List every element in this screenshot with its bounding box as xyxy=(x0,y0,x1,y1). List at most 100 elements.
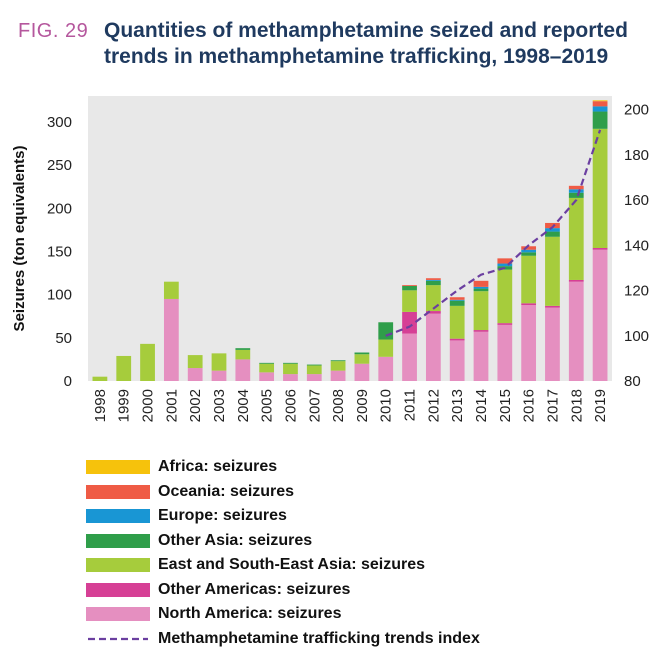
bar-segment-north-america-2012 xyxy=(425,313,441,381)
bar-segment-other-asia-2005 xyxy=(259,362,275,364)
x-tick-label: 2005 xyxy=(259,389,276,422)
bar-segment-north-america-2014 xyxy=(473,331,489,381)
bar-segment-east-and-south-east-asia-2004 xyxy=(235,349,251,360)
y2-tick-label: 80 xyxy=(624,373,641,390)
bar-segment-europe-2013 xyxy=(449,299,465,301)
y-tick-label: 50 xyxy=(55,330,72,347)
bar-segment-other-asia-2008 xyxy=(330,360,346,362)
bar-segment-east-and-south-east-asia-2015 xyxy=(497,269,513,324)
legend-swatch-east-south-east-asia xyxy=(86,558,150,573)
legend-item-east-south-east-asia: East and South-East Asia: seizures xyxy=(86,553,480,578)
x-tick-label: 2006 xyxy=(282,389,299,422)
bar-segment-north-america-2011 xyxy=(402,333,417,381)
bar-segment-europe-2014 xyxy=(473,286,489,289)
bar-segment-east-and-south-east-asia-2008 xyxy=(330,361,346,371)
bar-segment-east-and-south-east-asia-2019 xyxy=(592,128,608,248)
bar-segment-east-and-south-east-asia-2012 xyxy=(425,285,441,312)
bar-segment-east-and-south-east-asia-2018 xyxy=(568,197,584,280)
x-tick-label: 2001 xyxy=(163,389,180,422)
x-tick-label: 2007 xyxy=(306,389,323,422)
bar-segment-north-america-2009 xyxy=(354,363,370,381)
x-tick-label: 2011 xyxy=(402,389,419,421)
bar-segment-north-america-2006 xyxy=(283,374,298,381)
bar-segment-oceania-2012 xyxy=(425,278,441,280)
bar-segment-other-americas-2014 xyxy=(473,330,489,332)
bar-segment-oceania-2018 xyxy=(568,185,584,190)
y2-tick-label: 120 xyxy=(624,283,649,300)
legend-label-europe: Europe: seizures xyxy=(158,507,287,525)
y-tick-label: 150 xyxy=(47,243,72,260)
bar-segment-oceania-2017 xyxy=(545,222,560,229)
bar-segment-other-asia-2016 xyxy=(521,252,537,256)
bar-segment-other-asia-2011 xyxy=(402,286,417,291)
bar-segment-north-america-2013 xyxy=(449,340,465,381)
bar-segment-europe-2015 xyxy=(497,263,513,267)
legend-swatch-trend-index xyxy=(86,632,150,646)
legend-item-other-asia: Other Asia: seizures xyxy=(86,529,480,554)
bar-segment-east-and-south-east-asia-2003 xyxy=(211,353,227,371)
bar-segment-other-asia-2007 xyxy=(306,364,322,366)
bar-segment-north-america-2016 xyxy=(521,305,537,381)
bar-segment-north-america-2015 xyxy=(497,324,513,381)
bar-segment-east-and-south-east-asia-2001 xyxy=(163,281,179,299)
bar-segment-other-americas-2017 xyxy=(545,305,560,308)
figure-title: Quantities of methamphetamine seized and… xyxy=(104,19,628,68)
bar-segment-other-asia-2004 xyxy=(235,348,251,350)
bar-segment-other-asia-2018 xyxy=(568,192,584,198)
bar-segment-other-asia-2014 xyxy=(473,288,489,292)
y2-tick-label: 180 xyxy=(624,147,649,164)
chart-legend: Africa: seizures Oceania: seizures Europ… xyxy=(86,455,480,651)
bar-segment-east-and-south-east-asia-2007 xyxy=(306,365,322,375)
bar-segment-north-america-2010 xyxy=(378,356,394,381)
y-axis-label: Seizures (ton equivalents) xyxy=(11,146,28,332)
bar-segment-other-americas-2016 xyxy=(521,303,537,305)
x-tick-label: 1999 xyxy=(116,389,133,422)
bar-segment-east-and-south-east-asia-2014 xyxy=(473,291,489,331)
legend-item-africa: Africa: seizures xyxy=(86,455,480,480)
x-tick-label: 2004 xyxy=(235,389,252,422)
legend-item-oceania: Oceania: seizures xyxy=(86,480,480,505)
legend-item-other-americas: Other Americas: seizures xyxy=(86,578,480,603)
bar-segment-north-america-2002 xyxy=(187,368,203,381)
x-tick-label: 2003 xyxy=(211,389,228,422)
x-tick-label: 2015 xyxy=(497,389,514,422)
bar-segment-north-america-2017 xyxy=(545,307,560,381)
bar-segment-east-and-south-east-asia-2010 xyxy=(378,339,394,357)
x-tick-label: 2014 xyxy=(473,389,490,422)
bar-segment-other-americas-2018 xyxy=(568,279,584,282)
legend-item-north-america: North America: seizures xyxy=(86,602,480,627)
bar-segment-east-and-south-east-asia-2006 xyxy=(283,363,298,375)
bar-segment-north-america-2018 xyxy=(568,281,584,381)
bar-segment-east-and-south-east-asia-2013 xyxy=(449,305,465,339)
bar-segment-europe-2016 xyxy=(521,249,537,253)
legend-swatch-africa xyxy=(86,460,150,475)
bar-segment-other-asia-2017 xyxy=(545,231,560,237)
y-tick-label: 100 xyxy=(47,287,72,304)
bar-segment-oceania-2011 xyxy=(402,285,417,286)
bar-segment-africa-2019 xyxy=(592,100,608,102)
legend-label-other-asia: Other Asia: seizures xyxy=(158,531,313,549)
bar-segment-oceania-2016 xyxy=(521,246,537,250)
bar-segment-europe-2019 xyxy=(592,106,608,112)
bar-segment-other-asia-2010 xyxy=(378,322,394,340)
bar-segment-east-and-south-east-asia-2011 xyxy=(402,290,417,312)
bar-segment-east-and-south-east-asia-2016 xyxy=(521,255,537,304)
legend-swatch-other-asia xyxy=(86,533,150,548)
x-tick-label: 2009 xyxy=(354,389,371,422)
bar-segment-other-asia-2019 xyxy=(592,111,608,129)
legend-label-north-america: North America: seizures xyxy=(158,605,342,623)
x-tick-label: 2019 xyxy=(592,389,609,422)
bar-segment-north-america-2004 xyxy=(235,359,251,381)
bar-segment-north-america-2007 xyxy=(306,374,322,381)
y2-tick-label: 100 xyxy=(624,328,649,345)
bar-segment-east-and-south-east-asia-2000 xyxy=(140,343,155,381)
y2-tick-label: 160 xyxy=(624,192,649,209)
legend-swatch-north-america xyxy=(86,607,150,622)
x-tick-label: 2016 xyxy=(521,389,538,422)
bar-segment-europe-2017 xyxy=(545,228,560,232)
bar-segment-east-and-south-east-asia-2002 xyxy=(187,355,203,369)
x-tick-label: 2002 xyxy=(187,389,204,422)
bar-segment-oceania-2014 xyxy=(473,280,489,287)
x-tick-label: 2000 xyxy=(140,389,157,422)
bar-segment-north-america-2005 xyxy=(259,372,275,381)
